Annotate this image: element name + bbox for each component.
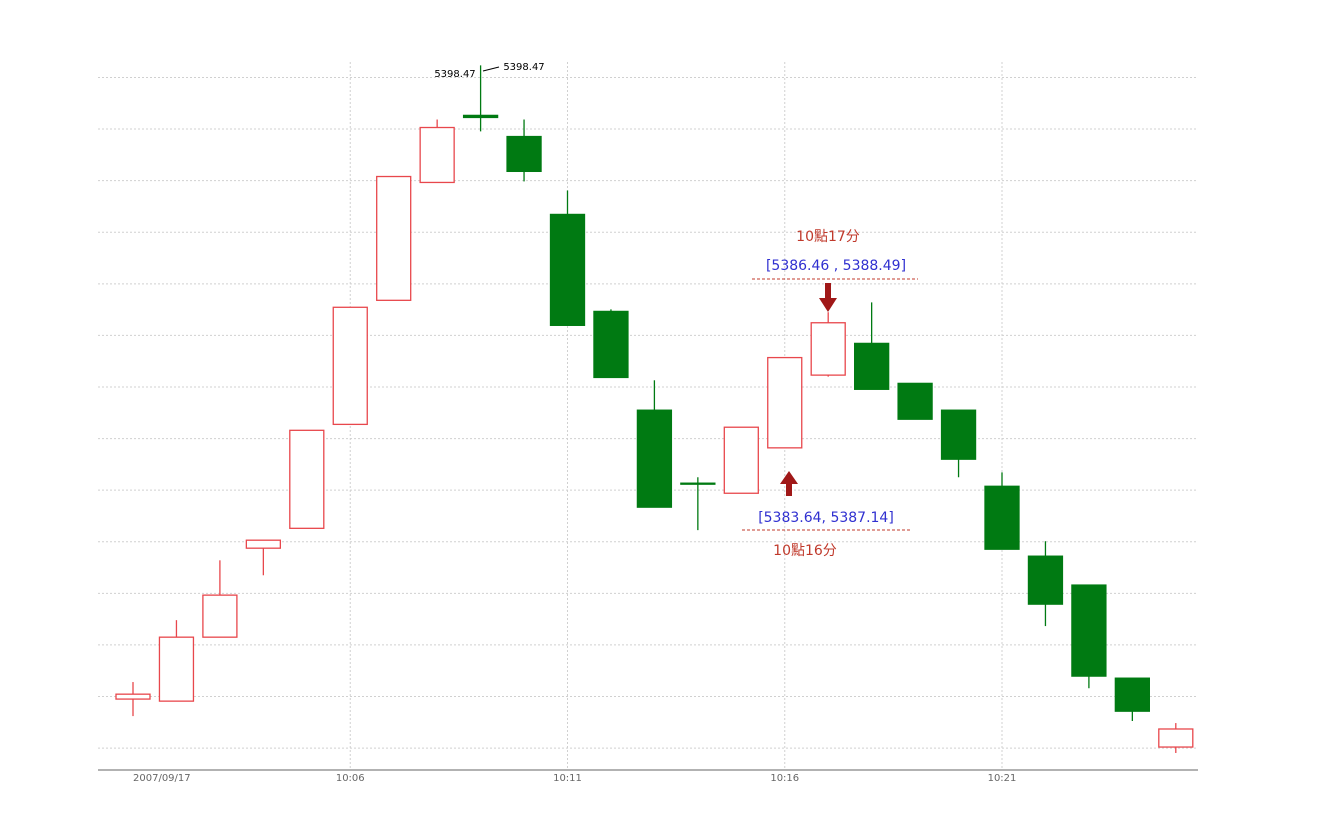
candle-body [897,382,933,420]
candle-body [289,429,325,529]
annotation: [5383.64, 5387.14] [758,510,894,526]
x-tick-label: 10:16 [770,773,799,784]
arrow [819,283,837,312]
annotation: 10點16分 [773,543,837,559]
candle-body [462,114,499,119]
candle-body [506,135,542,173]
candle-body [636,409,673,508]
candle-body [332,306,368,426]
annotation: 5398.47 [503,62,544,73]
x-tick-label: 10:21 [988,773,1017,784]
candle-body [1071,584,1107,677]
candle-body [767,356,803,449]
annotation: 5398.47 [434,69,475,80]
candle-body [984,485,1020,550]
annotation: 10點17分 [796,229,860,245]
candle-body [376,175,412,301]
leader [482,66,500,72]
x-tick-label: 10:11 [553,773,582,784]
candle-body [680,482,716,485]
candle-body [158,636,195,702]
candle-body [245,539,282,549]
candle-body [1114,677,1150,712]
candle-body [419,126,455,184]
candle-body [1158,728,1194,748]
candle-body [115,693,151,700]
candle-body [940,409,977,460]
candle-body [1027,555,1064,605]
candle-body [549,213,586,326]
annotation: [5386.46 , 5388.49] [766,258,906,274]
candle-body [854,342,890,390]
candle-body [593,310,629,379]
candle-body [810,322,846,376]
arrow [780,471,798,496]
candle-body [723,426,759,494]
candle-body [202,594,238,638]
x-tick-label: 2007/09/17 [133,773,191,784]
x-tick-label: 10:06 [336,773,365,784]
